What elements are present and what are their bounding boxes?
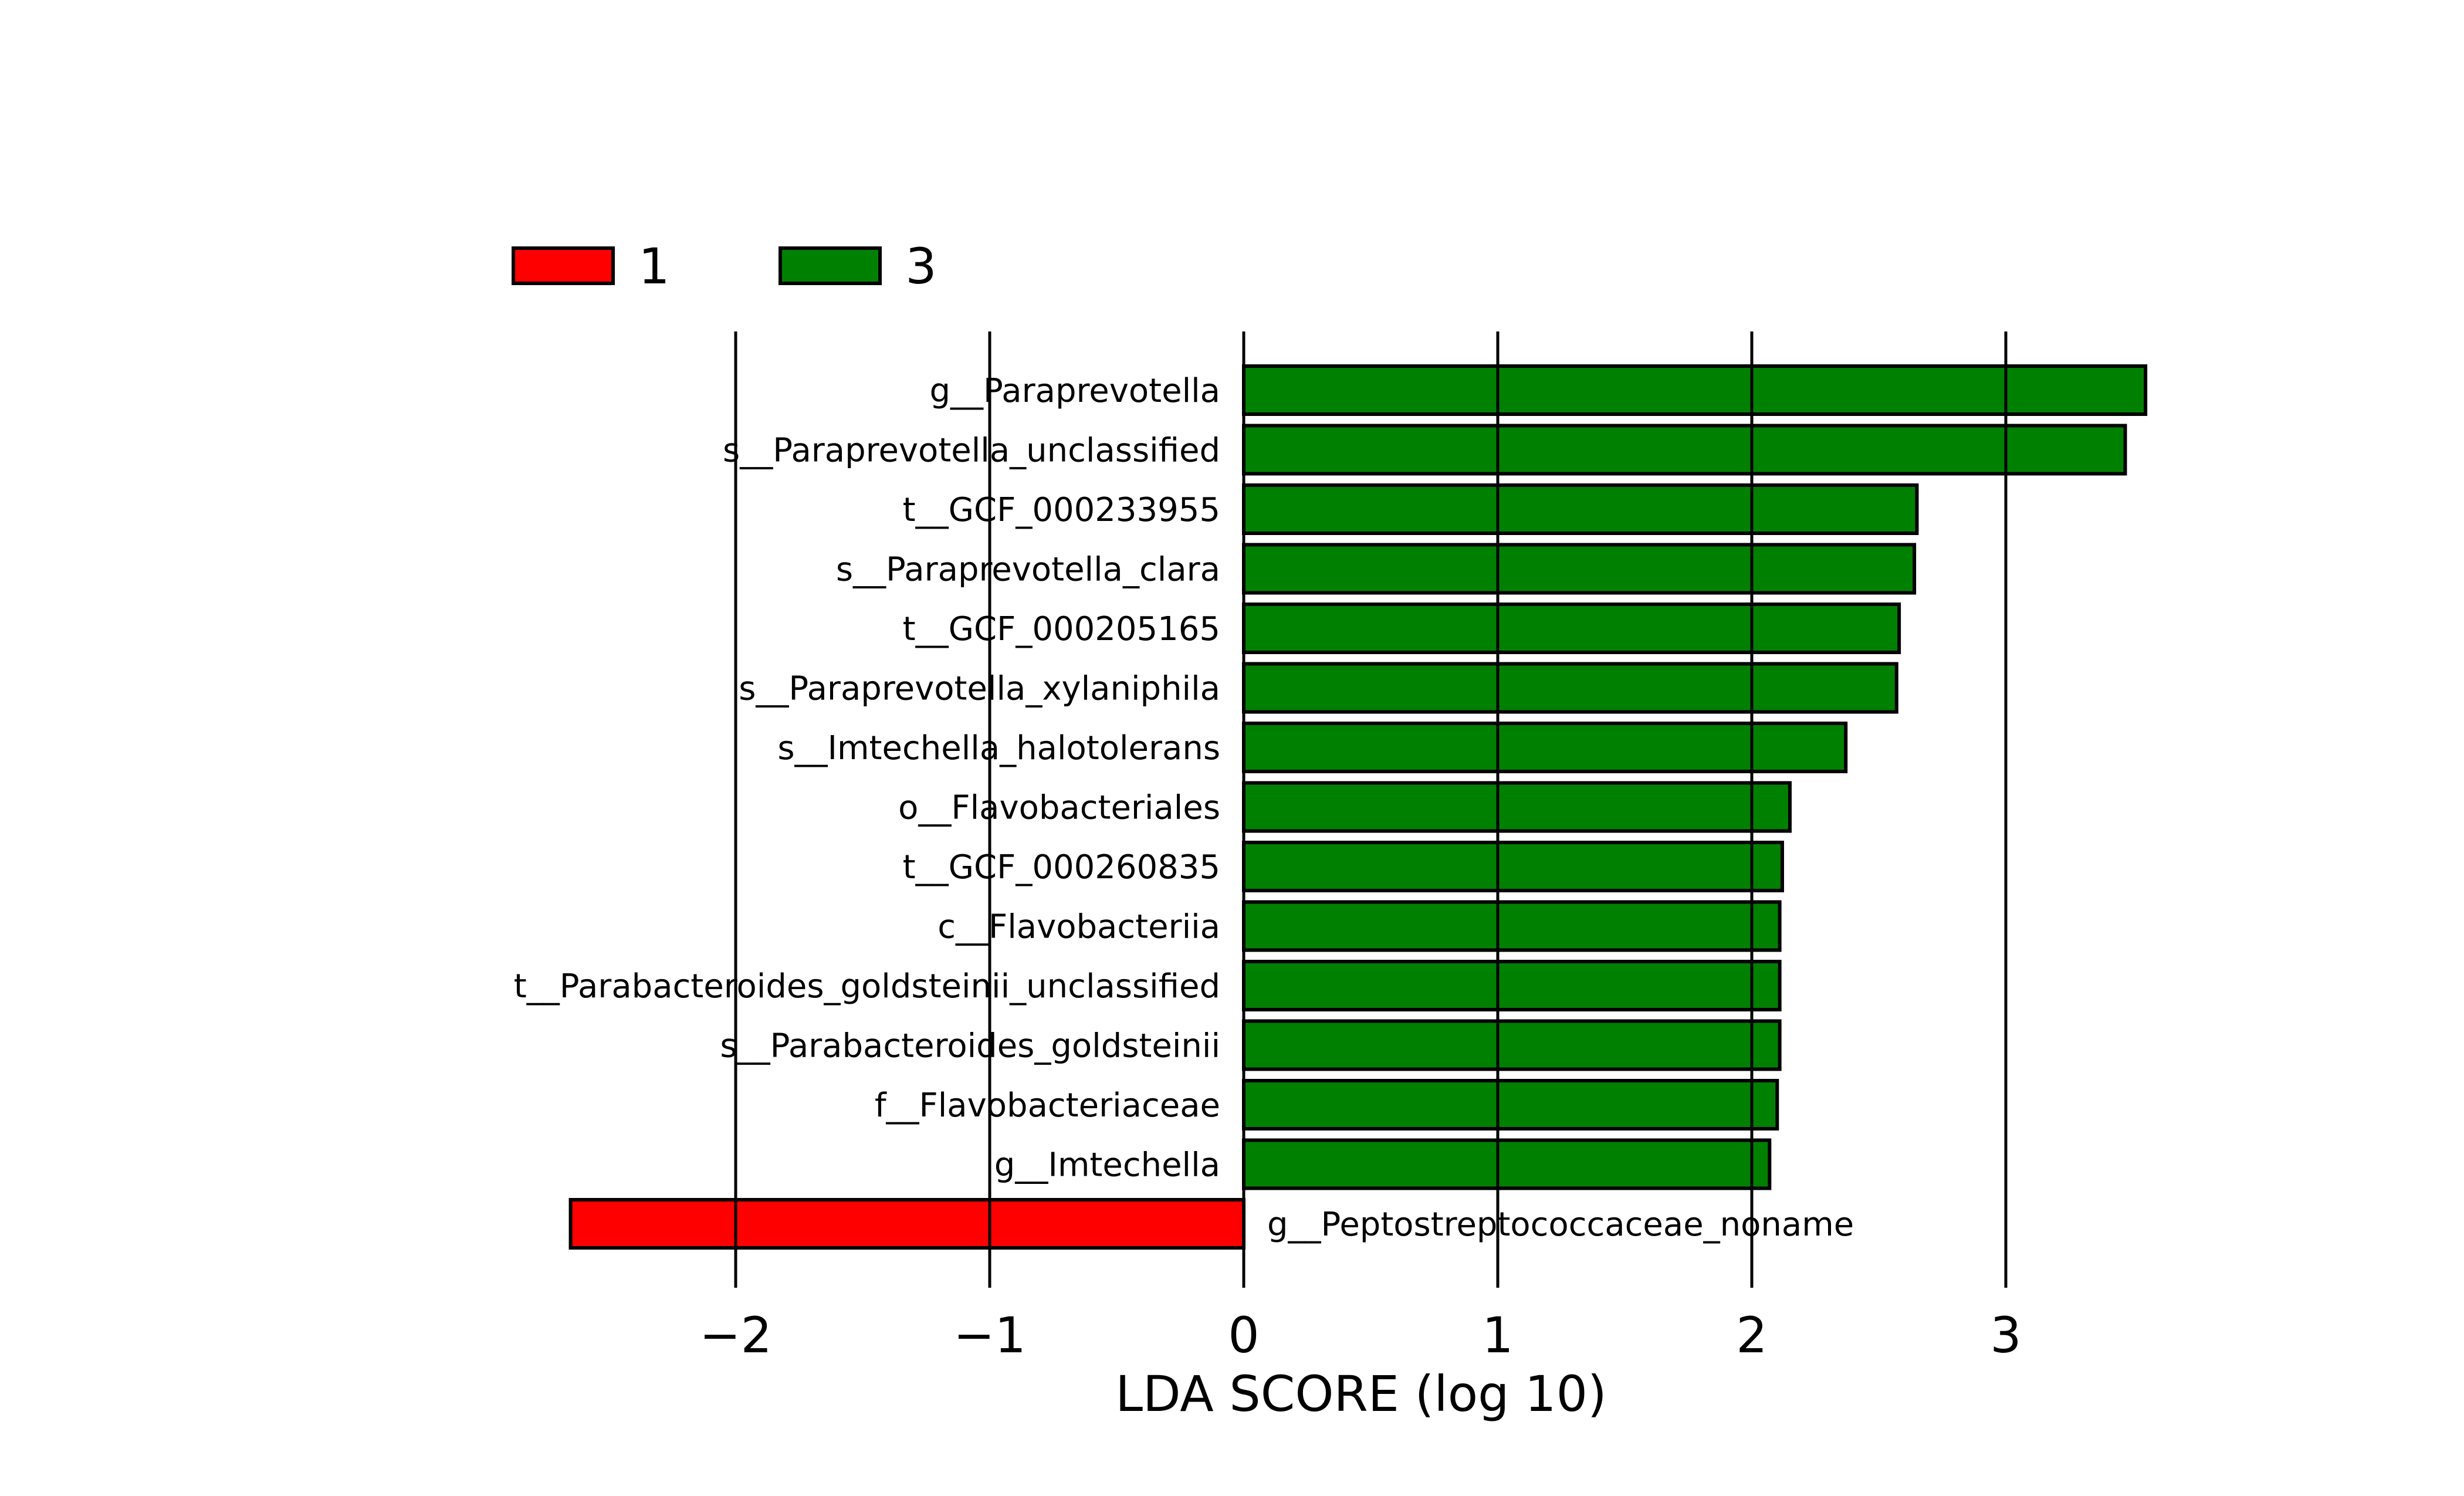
feature-label: g__Paraprevotella bbox=[930, 372, 1221, 410]
x-axis-title: LDA SCORE (log 10) bbox=[1115, 1365, 1607, 1423]
feature-label: s__Parabacteroides_goldsteinii bbox=[720, 1027, 1220, 1065]
x-tick-label: 2 bbox=[1736, 1307, 1767, 1364]
bar bbox=[1242, 364, 2148, 416]
x-tick-label: 3 bbox=[1990, 1307, 2021, 1364]
feature-label: t__GCF_000260835 bbox=[903, 848, 1220, 886]
legend-swatch bbox=[779, 246, 882, 285]
feature-label: s__Paraprevotella_clara bbox=[836, 551, 1220, 589]
bar bbox=[1242, 960, 1782, 1011]
feature-label: g__Imtechella bbox=[994, 1146, 1220, 1184]
feature-labels: g__Paraprevotella s__Paraprevotella_uncla… bbox=[514, 372, 1854, 1244]
bar bbox=[1242, 1079, 1779, 1131]
bar bbox=[1242, 483, 1919, 535]
bar bbox=[1242, 781, 1792, 833]
feature-label: s__Paraprevotella_unclassified bbox=[723, 432, 1220, 470]
bar bbox=[1242, 424, 2127, 476]
feature-label: g__Peptostreptococcaceae_noname bbox=[1267, 1206, 1854, 1244]
x-tick-label: −1 bbox=[953, 1307, 1026, 1364]
bar bbox=[1242, 841, 1784, 892]
bar bbox=[1242, 603, 1901, 654]
bar bbox=[1242, 722, 1848, 773]
bar bbox=[1242, 662, 1898, 714]
x-tick-label: −2 bbox=[699, 1307, 772, 1364]
bar bbox=[1242, 900, 1782, 952]
feature-label: s__Imtechella_halotolerans bbox=[777, 729, 1220, 767]
x-axis-ticks: −2 −1 0 1 2 3 bbox=[699, 1307, 2022, 1364]
feature-label: s__Paraprevotella_xylaniphila bbox=[739, 670, 1220, 708]
feature-label: t__GCF_000233955 bbox=[903, 491, 1220, 529]
feature-label: t__Parabacteroides_goldsteinii_unclassif… bbox=[514, 967, 1220, 1006]
feature-label: c__Flavobacteriia bbox=[937, 908, 1220, 946]
feature-label: o__Flavobacteriales bbox=[898, 789, 1220, 827]
legend-label: 1 bbox=[638, 238, 669, 295]
bar bbox=[1242, 543, 1917, 595]
x-tick-label: 1 bbox=[1482, 1307, 1513, 1364]
bar bbox=[568, 1198, 1245, 1250]
feature-label: f__Flavobacteriaceae bbox=[875, 1087, 1220, 1125]
bar bbox=[1242, 1138, 1772, 1190]
x-tick-label: 0 bbox=[1228, 1307, 1259, 1364]
legend-swatch bbox=[512, 246, 615, 285]
bar bbox=[1242, 1019, 1782, 1071]
bars bbox=[568, 331, 2148, 1288]
feature-label: t__GCF_000205165 bbox=[903, 610, 1220, 648]
legend-label: 3 bbox=[905, 238, 936, 295]
